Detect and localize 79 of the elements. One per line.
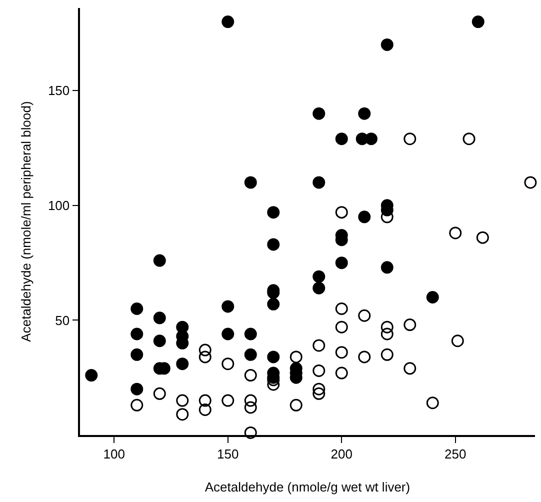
point [358,350,371,364]
point [335,302,348,315]
point [380,320,394,334]
point [222,394,234,407]
point [222,16,234,28]
point [358,309,371,322]
point [290,350,302,364]
point [244,369,257,382]
point [426,291,439,304]
y-tick-label: 150 [48,83,70,98]
y-axis-title: Acetaldehyde (nmole/ml peripheral blood) [18,101,34,342]
point [267,350,280,364]
point [244,426,257,439]
point [426,396,439,410]
point [380,328,394,340]
point [267,206,280,219]
point [335,320,348,334]
point [244,394,257,407]
point [290,398,302,412]
point [358,107,371,120]
point [153,254,166,267]
point [451,334,464,348]
point [524,176,537,189]
point [312,364,326,377]
point [222,300,234,313]
point [130,302,144,315]
point [222,358,234,370]
point [312,176,326,189]
point [244,176,257,189]
point [176,408,189,421]
point [198,394,212,407]
point [312,339,326,352]
point [312,282,326,294]
point [335,132,348,146]
x-tick-label: 150 [217,446,239,462]
point [358,210,371,224]
x-axis-title: Acetaldehyde (nmole/g wet wt liver) [204,479,410,494]
point [335,346,348,359]
point [335,256,348,270]
point [472,16,484,28]
point [380,38,394,51]
point [153,387,166,400]
point [130,328,144,340]
point [130,348,144,361]
x-tick-label: 250 [444,446,466,462]
point [176,358,189,370]
point [176,394,189,407]
point [244,401,257,414]
point [449,226,462,240]
point [404,362,416,375]
point [335,366,348,380]
point [404,318,416,332]
point [153,312,166,324]
point [312,107,326,120]
y-tick-label: 100 [48,198,70,213]
point [85,369,98,382]
point [312,270,326,283]
point [267,238,280,251]
point [335,206,348,219]
point [198,350,212,364]
point [198,404,212,416]
point [267,298,280,310]
point [404,132,416,146]
point [312,382,326,396]
point [462,132,476,146]
point [222,328,234,340]
point [380,261,394,274]
point [130,382,144,396]
point [153,334,166,348]
point [244,348,257,361]
y-tick-label: 50 [55,312,70,328]
point [312,387,326,400]
point [198,344,212,356]
x-tick-label: 200 [330,446,352,462]
point [380,348,394,361]
point [244,328,257,340]
point [130,398,144,412]
point [476,231,489,244]
x-tick-label: 100 [103,446,125,462]
